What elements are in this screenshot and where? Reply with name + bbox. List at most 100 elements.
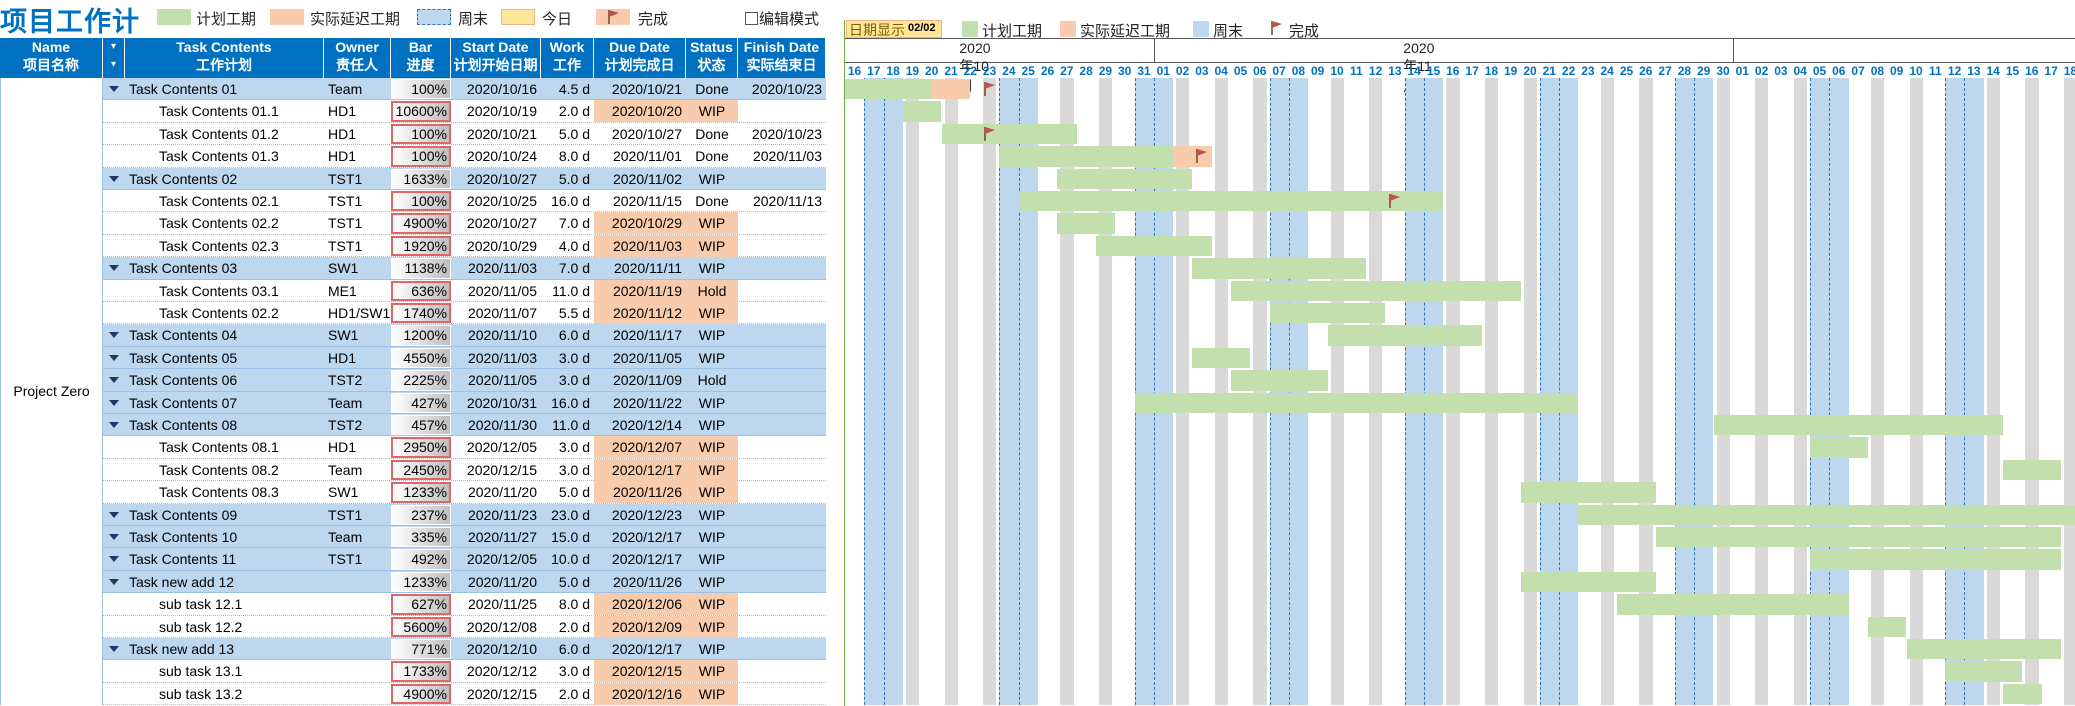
start-date-cell[interactable]: 2020/10/27: [466, 215, 537, 232]
task-name-cell[interactable]: Task Contents 07: [129, 394, 238, 411]
planned-bar[interactable]: [1810, 549, 2061, 570]
start-date-cell[interactable]: 2020/11/27: [467, 529, 537, 545]
owner-cell[interactable]: TST1: [328, 193, 363, 209]
status-cell[interactable]: Hold: [697, 372, 727, 389]
finish-date-cell[interactable]: [738, 548, 826, 570]
start-date-cell[interactable]: 2020/12/12: [466, 663, 537, 680]
planned-bar[interactable]: [1945, 661, 2023, 682]
collapse-toggle-icon[interactable]: [109, 265, 119, 272]
finish-date-cell[interactable]: [738, 683, 826, 705]
due-date-cell[interactable]: 2020/12/14: [611, 417, 682, 433]
start-date-cell[interactable]: 2020/10/16: [466, 81, 537, 97]
finish-date-cell[interactable]: [738, 280, 826, 302]
work-days-cell[interactable]: 2.0 d: [558, 618, 590, 635]
finish-date-cell[interactable]: 2020/11/03: [752, 148, 822, 165]
due-date-cell[interactable]: 2020/12/16: [594, 682, 686, 705]
due-date-cell[interactable]: 2020/10/20: [594, 100, 686, 123]
start-date-cell[interactable]: 2020/11/20: [467, 573, 537, 590]
planned-bar[interactable]: [1057, 168, 1193, 189]
owner-cell[interactable]: HD1: [328, 103, 357, 120]
start-date-cell[interactable]: 2020/11/03: [467, 260, 537, 277]
start-date-cell[interactable]: 2020/11/30: [467, 417, 537, 433]
task-name-cell[interactable]: Task Contents 05: [129, 349, 238, 366]
table-row[interactable]: [103, 548, 826, 571]
due-date-cell[interactable]: 2020/12/17: [611, 551, 682, 568]
due-date-cell[interactable]: 2020/11/19: [594, 279, 686, 302]
start-date-cell[interactable]: 2020/10/19: [466, 103, 537, 120]
table-row[interactable]: [103, 346, 826, 370]
owner-cell[interactable]: SW1: [328, 327, 359, 344]
work-days-cell[interactable]: 10.0 d: [551, 551, 590, 568]
work-days-cell[interactable]: 8.0 d: [558, 596, 590, 613]
table-row[interactable]: [103, 414, 826, 437]
start-date-cell[interactable]: 2020/10/25: [466, 193, 537, 209]
planned-bar[interactable]: [1095, 235, 1212, 257]
status-cell[interactable]: WIP: [698, 573, 726, 590]
work-days-cell[interactable]: 7.0 d: [558, 215, 590, 232]
start-date-cell[interactable]: 2020/12/08: [466, 618, 537, 635]
due-date-cell[interactable]: 2020/11/26: [612, 573, 682, 590]
owner-cell[interactable]: [324, 638, 391, 660]
collapse-toggle-icon[interactable]: [109, 578, 119, 585]
table-row[interactable]: [103, 122, 826, 146]
start-date-cell[interactable]: 2020/10/29: [466, 237, 537, 254]
collapse-toggle-icon[interactable]: [109, 399, 119, 406]
planned-bar[interactable]: [1578, 504, 2075, 525]
due-date-cell[interactable]: 2020/11/09: [612, 372, 682, 389]
collapse-toggle-icon[interactable]: [109, 556, 119, 563]
work-days-cell[interactable]: 15.0 d: [551, 529, 590, 545]
task-name-cell[interactable]: Task Contents 08.2: [159, 461, 279, 478]
owner-cell[interactable]: [324, 593, 391, 615]
work-days-cell[interactable]: 5.0 d: [558, 573, 590, 590]
due-date-cell[interactable]: 2020/12/15: [594, 660, 686, 683]
start-date-cell[interactable]: 2020/10/27: [466, 170, 537, 187]
owner-cell[interactable]: Team: [328, 81, 363, 97]
due-date-cell[interactable]: 2020/11/02: [612, 170, 682, 187]
table-row[interactable]: [103, 78, 826, 101]
work-days-cell[interactable]: 8.0 d: [558, 148, 590, 165]
task-name-cell[interactable]: Task Contents 01.3: [159, 148, 279, 165]
status-cell[interactable]: WIP: [686, 481, 738, 504]
task-name-cell[interactable]: sub task 12.2: [159, 618, 243, 635]
owner-cell[interactable]: HD1: [328, 349, 357, 366]
task-name-cell[interactable]: Task new add 12: [129, 573, 235, 590]
table-row[interactable]: [103, 526, 826, 549]
work-days-cell[interactable]: 3.0 d: [558, 439, 590, 456]
owner-cell[interactable]: TST2: [328, 417, 363, 433]
table-row[interactable]: [103, 324, 826, 347]
due-date-cell[interactable]: 2020/10/27: [611, 125, 682, 142]
start-date-cell[interactable]: 2020/11/10: [467, 327, 537, 344]
task-name-cell[interactable]: Task Contents 10: [129, 529, 238, 545]
finish-date-cell[interactable]: [738, 481, 826, 503]
table-row[interactable]: [103, 391, 826, 414]
collapse-toggle-icon[interactable]: [109, 422, 119, 428]
finish-date-cell[interactable]: [738, 616, 826, 638]
start-date-cell[interactable]: 2020/12/05: [466, 551, 537, 568]
work-days-cell[interactable]: 7.0 d: [558, 260, 590, 277]
owner-cell[interactable]: Team: [328, 461, 363, 478]
work-days-cell[interactable]: 16.0 d: [551, 193, 590, 209]
status-cell[interactable]: WIP: [686, 212, 738, 235]
task-name-cell[interactable]: sub task 13.2: [159, 685, 243, 702]
due-date-cell[interactable]: 2020/11/11: [614, 260, 682, 277]
start-date-cell[interactable]: 2020/11/07: [467, 305, 537, 321]
edit-mode-checkbox[interactable]: [745, 12, 758, 25]
start-date-cell[interactable]: 2020/11/25: [467, 596, 537, 613]
work-days-cell[interactable]: 2.0 d: [558, 685, 590, 702]
task-name-cell[interactable]: Task Contents 02.2: [159, 215, 279, 232]
planned-bar[interactable]: [1134, 392, 1579, 413]
column-header-toggle[interactable]: ▾ ▾: [103, 38, 124, 78]
work-days-cell[interactable]: 4.5 d: [558, 81, 590, 97]
start-date-cell[interactable]: 2020/12/15: [466, 685, 537, 702]
due-date-cell[interactable]: 2020/12/17: [611, 641, 682, 657]
due-date-cell[interactable]: 2020/12/23: [611, 506, 682, 523]
work-days-cell[interactable]: 3.0 d: [558, 663, 590, 680]
collapse-toggle-icon[interactable]: [109, 511, 119, 518]
due-date-cell[interactable]: 2020/11/22: [612, 394, 682, 411]
status-cell[interactable]: WIP: [698, 641, 726, 657]
due-date-cell[interactable]: 2020/11/03: [594, 234, 686, 257]
status-cell[interactable]: WIP: [686, 436, 738, 459]
planned-bar[interactable]: [1269, 303, 1386, 324]
due-date-cell[interactable]: 2020/12/06: [594, 593, 686, 616]
owner-cell[interactable]: ME1: [328, 282, 357, 299]
